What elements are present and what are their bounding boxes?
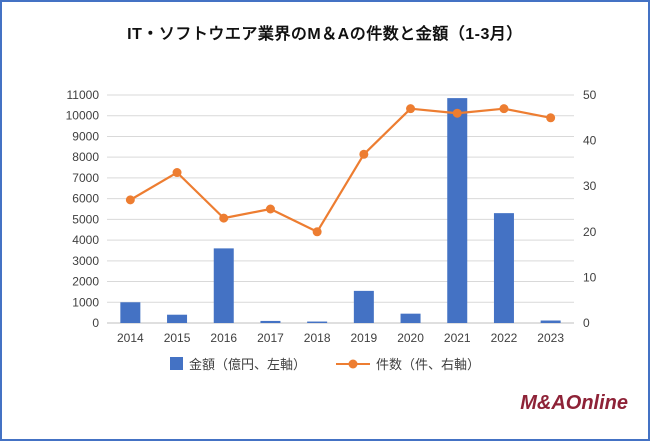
x-axis-category-label: 2022 <box>491 331 518 345</box>
x-axis-category-label: 2021 <box>444 331 471 345</box>
bar-series-swatch-icon <box>169 357 183 370</box>
x-axis-category-label: 2023 <box>537 331 564 345</box>
legend-item-amount: 金額（億円、左軸） <box>169 354 306 373</box>
line-count-marker <box>312 227 322 237</box>
maonline-logo: M&AOnline <box>520 392 628 414</box>
left-axis-tick-label: 9000 <box>72 129 99 143</box>
bar-amount <box>493 213 514 323</box>
line-series-swatch-icon <box>336 359 370 368</box>
bar-amount <box>540 320 561 323</box>
x-axis-category-label: 2017 <box>257 331 284 345</box>
bar-amount <box>260 320 281 323</box>
line-count-marker <box>265 204 275 214</box>
chart-title: IT・ソフトウエア業界のM＆Aの件数と金額（1-3月） <box>127 26 523 43</box>
x-axis-category-label: 2014 <box>117 331 144 345</box>
right-axis-tick-label: 30 <box>583 179 597 193</box>
left-axis-tick-label: 5000 <box>72 212 99 226</box>
left-axis-tick-label: 2000 <box>72 275 99 289</box>
line-count-marker <box>546 113 556 123</box>
right-axis-tick-label: 40 <box>583 134 597 148</box>
bar-amount <box>120 302 141 323</box>
right-axis-tick-label: 50 <box>583 88 597 102</box>
left-axis-tick-label: 11000 <box>67 88 100 102</box>
line-count-marker <box>219 213 229 223</box>
left-axis-tick-label: 10000 <box>66 109 100 123</box>
right-axis-tick-label: 10 <box>583 270 597 284</box>
legend-item-count: 件数（件、右軸） <box>336 354 480 373</box>
bar-amount <box>353 290 374 323</box>
line-count-marker <box>359 149 369 159</box>
x-axis-category-label: 2020 <box>397 331 424 345</box>
legend-label-count: 件数（件、右軸） <box>376 357 481 372</box>
left-axis-tick-label: 4000 <box>72 233 99 247</box>
x-axis-category-label: 2015 <box>164 331 191 345</box>
x-axis-category-label: 2018 <box>304 331 331 345</box>
bar-amount <box>307 321 328 323</box>
bar-amount <box>167 314 188 323</box>
line-count-marker <box>406 104 416 114</box>
left-axis-tick-label: 7000 <box>72 171 99 185</box>
chart-legend: 金額（億円、左軸） 件数（件、右軸） <box>2 354 648 373</box>
bar-amount <box>400 313 421 323</box>
legend-label-amount: 金額（億円、左軸） <box>188 357 306 372</box>
x-axis-category-label: 2019 <box>350 331 377 345</box>
line-count-marker <box>452 108 462 118</box>
left-axis-tick-label: 1000 <box>72 295 99 309</box>
left-axis-tick-label: 0 <box>92 316 99 330</box>
line-count-marker <box>172 168 182 178</box>
right-axis-tick-label: 20 <box>583 225 597 239</box>
legend-line-marker <box>348 359 358 368</box>
left-axis-tick-label: 6000 <box>72 192 99 206</box>
bar-amount <box>447 98 468 323</box>
left-axis-tick-label: 3000 <box>72 254 99 268</box>
line-count <box>129 107 551 233</box>
bar-amount <box>213 248 234 323</box>
right-axis-tick-label: 0 <box>583 316 590 330</box>
left-axis-tick-label: 8000 <box>72 150 99 164</box>
line-count-marker <box>499 104 509 114</box>
x-axis-category-label: 2016 <box>210 331 237 345</box>
line-count-marker <box>125 195 135 205</box>
